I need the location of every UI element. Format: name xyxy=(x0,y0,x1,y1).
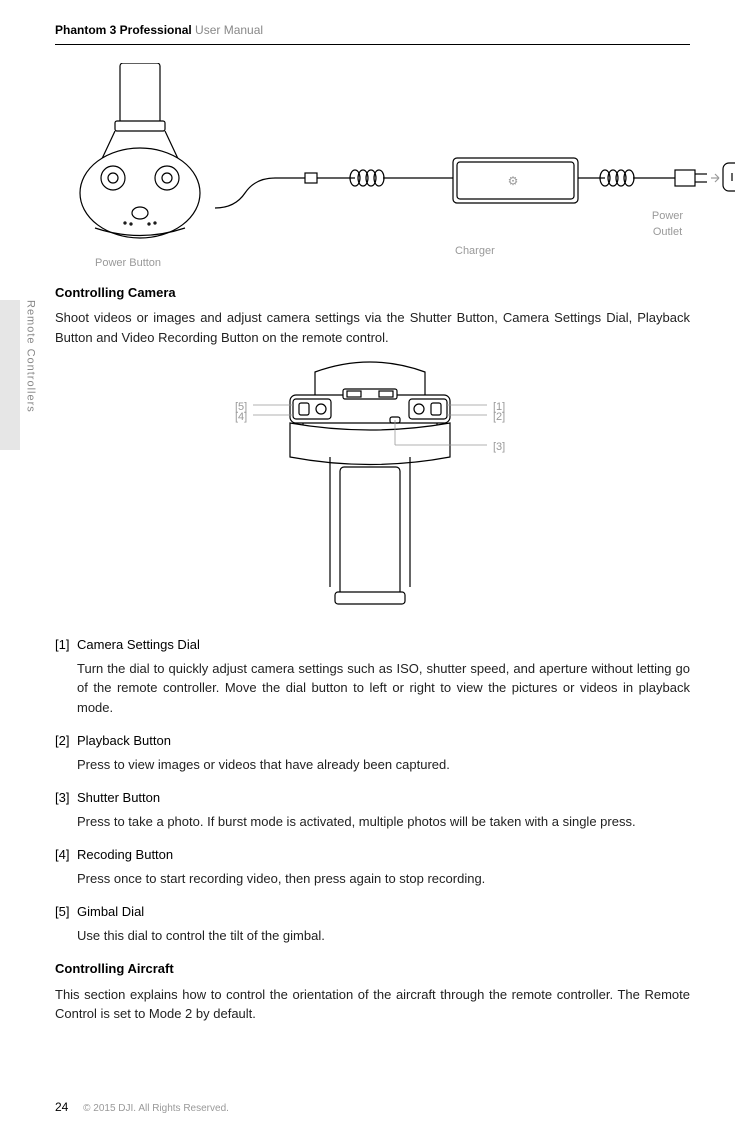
svg-text:⚙: ⚙ xyxy=(508,174,519,188)
page-number: 24 xyxy=(55,1100,68,1114)
item-title: Camera Settings Dial xyxy=(77,637,200,652)
list-item: [2]Playback Button Press to view images o… xyxy=(55,731,690,774)
figure-controller-back: [1] [2] [3] [5] [4] xyxy=(55,357,690,627)
list-item: [4]Recoding Button Press once to start re… xyxy=(55,845,690,888)
controller-diagram-icon xyxy=(75,63,205,253)
callout-4: [4] xyxy=(235,409,247,426)
item-title: Playback Button xyxy=(77,733,171,748)
list-item: [1]Camera Settings Dial Turn the dial to … xyxy=(55,635,690,717)
caption-power-outlet: Power Outlet xyxy=(645,208,690,241)
list-item: [5]Gimbal Dial Use this dial to control t… xyxy=(55,902,690,945)
item-title: Shutter Button xyxy=(77,790,160,805)
item-num: [5] xyxy=(55,902,77,922)
item-num: [3] xyxy=(55,788,77,808)
paragraph-controlling-camera: Shoot videos or images and adjust camera… xyxy=(55,308,690,347)
caption-power-button: Power Button xyxy=(95,255,161,272)
numbered-list: [1]Camera Settings Dial Turn the dial to … xyxy=(55,635,690,945)
page-header: Phantom 3 Professional User Manual xyxy=(55,20,690,45)
item-num: [2] xyxy=(55,731,77,751)
paragraph-controlling-aircraft: This section explains how to control the… xyxy=(55,985,690,1024)
side-tab xyxy=(0,300,20,450)
item-num: [4] xyxy=(55,845,77,865)
callout-2: [2] xyxy=(493,409,505,426)
heading-controlling-aircraft: Controlling Aircraft xyxy=(55,959,690,979)
item-desc: Turn the dial to quickly adjust camera s… xyxy=(77,659,690,718)
item-title: Gimbal Dial xyxy=(77,904,144,919)
header-brand: Phantom 3 Professional xyxy=(55,23,192,37)
caption-charger: Charger xyxy=(455,243,495,260)
copyright-text: © 2015 DJI. All Rights Reserved. xyxy=(83,1103,229,1114)
list-item: [3]Shutter Button Press to take a photo. … xyxy=(55,788,690,831)
heading-controlling-camera: Controlling Camera xyxy=(55,283,690,303)
side-tab-label: Remote Controllers xyxy=(22,300,39,413)
item-num: [1] xyxy=(55,635,77,655)
header-suffix: User Manual xyxy=(195,23,263,37)
page-footer: 24 © 2015 DJI. All Rights Reserved. xyxy=(55,1098,229,1116)
item-desc: Press to take a photo. If burst mode is … xyxy=(77,812,690,832)
item-desc: Press to view images or videos that have… xyxy=(77,755,690,775)
controller-back-diagram-icon xyxy=(235,357,505,617)
figure-charging: ⚙ Power Button Charger Power Outlet xyxy=(55,63,690,273)
item-desc: Press once to start recording video, the… xyxy=(77,869,690,889)
callout-3: [3] xyxy=(493,439,505,456)
item-title: Recoding Button xyxy=(77,847,173,862)
item-desc: Use this dial to control the tilt of the… xyxy=(77,926,690,946)
